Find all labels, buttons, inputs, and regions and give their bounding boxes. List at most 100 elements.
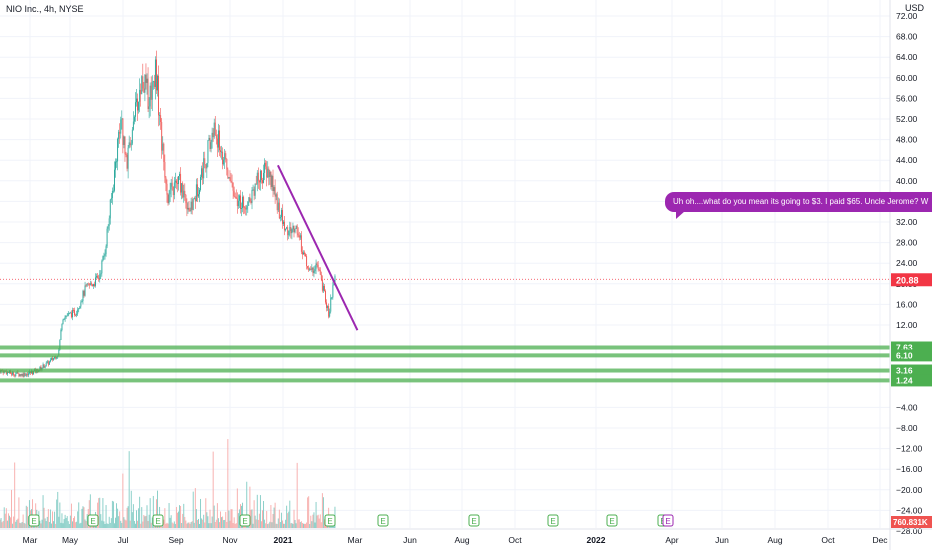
candle-body (308, 268, 310, 271)
volume-bar (67, 521, 69, 528)
candle-body (101, 260, 103, 274)
candle-body (246, 205, 248, 210)
volume-bar (102, 498, 104, 528)
volume-bar (60, 522, 62, 528)
volume-bar (49, 509, 51, 528)
candle-body (122, 118, 124, 145)
support-lines[interactable] (0, 345, 890, 383)
volume-bar (255, 519, 257, 528)
currency-label[interactable]: USD (904, 3, 924, 13)
candle-body (97, 275, 99, 278)
volume-bar (78, 502, 80, 528)
candle-body (152, 81, 154, 83)
annotation-note[interactable]: Uh oh....what do you mean its going to $… (665, 192, 932, 212)
candle-body (15, 374, 17, 377)
candle-body (320, 274, 322, 280)
candle-body (138, 101, 140, 111)
candle-body (43, 364, 45, 368)
earnings-marker-box (87, 514, 99, 527)
candle-body (93, 284, 94, 286)
volume-bar (54, 511, 56, 528)
volume-bar (293, 509, 295, 528)
candle-body (249, 197, 251, 202)
y-tick-label: 24.00 (896, 258, 918, 268)
x-tick-label: Nov (222, 535, 238, 545)
volume-bar (52, 511, 53, 528)
x-tick-label: May (62, 535, 79, 545)
volume-bar (232, 523, 234, 528)
volume-bar (121, 522, 123, 528)
earnings-marker-box (239, 514, 251, 527)
candle-body (158, 75, 160, 116)
y-tick-label: −4.00 (896, 402, 918, 412)
candle-body (332, 285, 334, 298)
symbol-legend[interactable]: NIO Inc., 4h, NYSE (6, 4, 84, 14)
earnings-marker-box (606, 514, 618, 527)
candle-body (40, 366, 42, 370)
volume-bar (148, 514, 150, 528)
volume-bar (18, 497, 20, 528)
candle-body (91, 284, 93, 286)
volume-bar (290, 523, 292, 528)
volume-bar (27, 516, 29, 528)
candle-body (202, 168, 204, 179)
candle-body (153, 81, 155, 87)
candle-body (301, 251, 303, 255)
candle-body (170, 182, 172, 190)
candle-body (103, 255, 105, 257)
candle-body (115, 161, 116, 170)
earnings-marker-label: E (155, 517, 160, 526)
candle-body (259, 170, 261, 183)
volume-bar (106, 523, 108, 528)
volume-bar (317, 514, 319, 528)
x-tick-label: 2021 (274, 535, 293, 545)
candle-body (243, 196, 245, 208)
candle-body (33, 371, 35, 375)
volume-bar (296, 462, 298, 528)
volume-bar (256, 494, 258, 528)
volume-bar (17, 518, 19, 528)
volume-bar (312, 514, 314, 528)
candle-body (251, 189, 253, 203)
volume-bar (246, 481, 248, 528)
trendline[interactable] (277, 164, 359, 331)
volume-bar (122, 473, 124, 528)
volume-bar (51, 523, 52, 528)
x-tick-label: Aug (767, 535, 782, 545)
candle-body (49, 359, 51, 362)
volume-tag: 760.831K (891, 516, 932, 528)
y-tick-label: 64.00 (896, 52, 918, 62)
candle-body (98, 277, 100, 280)
candle-body (52, 358, 53, 360)
candle-body (154, 59, 156, 87)
volume-bar (64, 514, 66, 528)
earnings-marker-label: E (550, 517, 555, 526)
volume-bar (44, 518, 46, 528)
candle-body (312, 267, 314, 273)
volume-bar (223, 520, 225, 528)
support-price-tag-label: 7.63 (896, 343, 913, 353)
volume-bar (257, 519, 259, 528)
volume-bar (13, 516, 15, 528)
candle-body (116, 161, 118, 163)
earnings-marker-label: E (380, 517, 385, 526)
volume-bar (172, 523, 174, 528)
candle-body (205, 164, 207, 169)
volume-bar (132, 504, 134, 528)
candle-body (271, 175, 273, 187)
candle-body (183, 190, 185, 198)
y-tick-label: 32.00 (896, 217, 918, 227)
volume-bar (229, 520, 231, 528)
volume-bar (109, 522, 111, 528)
candle-body (214, 122, 216, 136)
volume-bar (213, 505, 215, 528)
candle-body (331, 297, 333, 299)
candle-body (173, 182, 175, 196)
support-line (0, 378, 890, 383)
candle-body (27, 373, 29, 376)
volume-bar (181, 522, 183, 528)
volume-bar (99, 497, 101, 528)
candle-body (267, 168, 269, 178)
